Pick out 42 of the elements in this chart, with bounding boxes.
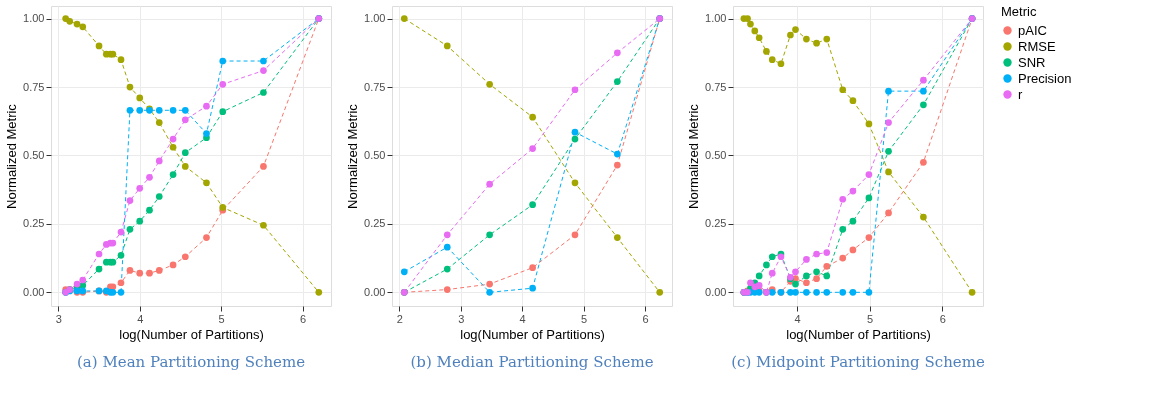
text: (b) Median Partitioning Scheme — [410, 353, 654, 371]
legend-label: Precision — [1018, 70, 1072, 86]
x-axis-title: log(Number of Partitions) — [460, 326, 605, 342]
x-tick-label: 6 — [299, 312, 307, 325]
legend-label: r — [1018, 86, 1023, 102]
y-tick-label: 0.50 — [705, 148, 727, 161]
y-tick-label: 0.75 — [23, 80, 45, 93]
x-tick-label: 4 — [794, 312, 801, 325]
y-tick-label: 0.50 — [23, 148, 45, 161]
text: (c) Midpoint Partitioning Scheme — [731, 353, 985, 371]
x-tick-label: 2 — [396, 312, 403, 325]
y-axis-title: Normalized Metric — [686, 103, 702, 209]
legend-label: RMSE — [1018, 38, 1056, 54]
x-axis-title: log(Number of Partitions) — [119, 326, 264, 342]
y-tick-label: 1.00 — [23, 12, 45, 25]
y-tick-label: 0.75 — [364, 80, 386, 93]
y-tick-label: 0.00 — [23, 285, 45, 298]
x-tick-label: 5 — [218, 312, 225, 325]
x-tick-label: 6 — [939, 312, 946, 325]
y-tick-label: 0.00 — [705, 285, 727, 298]
legend-label: pAIC — [1018, 22, 1047, 38]
y-tick-label: 0.25 — [705, 217, 727, 230]
x-tick-label: 3 — [458, 312, 465, 325]
y-tick-label: 0.75 — [705, 80, 727, 93]
y-tick-label: 1.00 — [705, 12, 727, 25]
legend-label: SNR — [1018, 54, 1046, 70]
y-tick-label: 1.00 — [364, 12, 386, 25]
text: (a) Mean Partitioning Scheme — [76, 353, 306, 371]
x-tick-label: 4 — [137, 312, 144, 325]
y-tick-label: 0.00 — [364, 285, 386, 298]
x-tick-label: 3 — [55, 312, 62, 325]
x-tick-label: 6 — [642, 312, 649, 325]
y-tick-label: 0.25 — [23, 217, 45, 230]
legend-title: Metric — [1001, 4, 1037, 19]
y-axis-title: Normalized Metric — [345, 103, 361, 209]
x-tick-label: 4 — [519, 312, 526, 325]
y-axis-title: Normalized Metric — [4, 103, 20, 209]
x-tick-label: 5 — [581, 312, 588, 325]
y-tick-label: 0.25 — [364, 217, 386, 230]
x-tick-label: 5 — [867, 312, 874, 325]
x-axis-title: log(Number of Partitions) — [786, 326, 931, 342]
y-tick-label: 0.50 — [364, 148, 386, 161]
